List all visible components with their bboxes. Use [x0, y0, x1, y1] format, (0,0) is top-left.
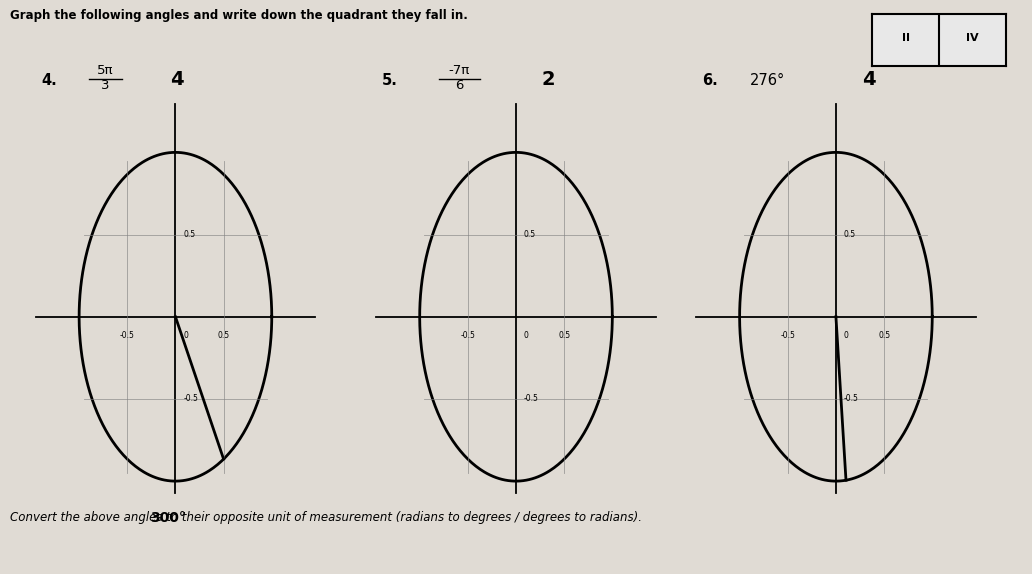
Text: -0.5: -0.5: [780, 331, 796, 340]
Text: 0: 0: [183, 331, 188, 340]
Text: 0.5: 0.5: [843, 230, 856, 239]
Text: 0: 0: [523, 331, 528, 340]
Text: 0.5: 0.5: [878, 331, 891, 340]
Text: IV: IV: [966, 33, 979, 42]
Text: 4: 4: [862, 70, 875, 89]
Text: 0.5: 0.5: [558, 331, 571, 340]
Text: -0.5: -0.5: [460, 331, 476, 340]
Text: 4.: 4.: [41, 73, 57, 88]
Text: -7π: -7π: [449, 64, 470, 77]
Text: 276°: 276°: [750, 73, 785, 88]
Text: 6: 6: [455, 79, 463, 92]
Text: II: II: [902, 33, 909, 42]
Text: -0.5: -0.5: [843, 394, 859, 404]
Text: 0.5: 0.5: [218, 331, 230, 340]
Text: 0.5: 0.5: [523, 230, 536, 239]
Text: Graph the following angles and write down the quadrant they fall in.: Graph the following angles and write dow…: [10, 9, 469, 22]
Text: -0.5: -0.5: [523, 394, 539, 404]
Text: 0: 0: [843, 331, 848, 340]
Text: 3: 3: [101, 79, 109, 92]
Text: 0.5: 0.5: [183, 230, 195, 239]
Text: Convert the above angles to their opposite unit of measurement (radians to degre: Convert the above angles to their opposi…: [10, 511, 642, 524]
Text: -0.5: -0.5: [183, 394, 198, 404]
Text: 2: 2: [542, 70, 555, 89]
Text: 5.: 5.: [382, 73, 397, 88]
Text: 300°: 300°: [150, 511, 186, 525]
Text: 4: 4: [170, 70, 184, 89]
Text: -0.5: -0.5: [120, 331, 135, 340]
Text: 6.: 6.: [702, 73, 717, 88]
Text: 5π: 5π: [97, 64, 114, 77]
